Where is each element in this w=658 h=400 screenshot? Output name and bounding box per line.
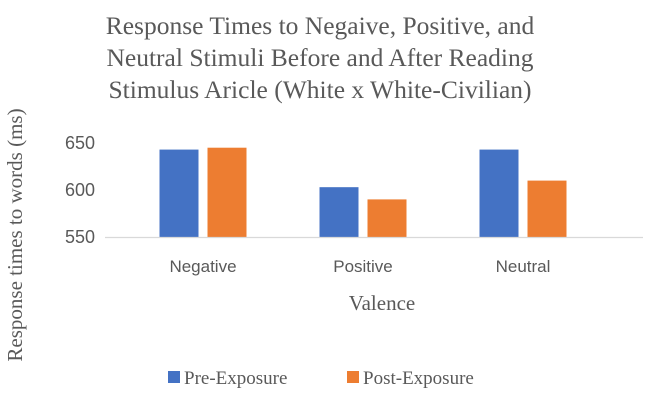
legend-label: Post-Exposure [363,368,474,389]
bar-post-exposure-neutral [527,180,567,237]
bar-pre-exposure-positive [319,187,359,237]
x-tick-label: Neutral [496,257,551,276]
y-tick-label: 550 [65,227,95,247]
chart-title-line-2: Neutral Stimuli Before and After Reading [106,43,533,72]
x-axis-label: Valence [349,291,415,315]
bar-post-exposure-negative [207,147,247,237]
legend-item: Post-Exposure [347,368,474,389]
chart-title: Response Times to Negaive, Positive, and… [106,11,535,104]
y-axis-label: Response times to words (ms) [3,108,27,361]
chart-title-line-1: Response Times to Negaive, Positive, and [106,11,535,40]
legend-swatch [168,371,180,383]
legend: Pre-Exposure Post-Exposure [168,368,474,389]
x-axis-categories: Negative Positive Neutral [169,257,550,276]
x-tick-label: Positive [333,257,393,276]
legend-swatch [347,371,359,383]
y-tick-label: 650 [65,133,95,153]
legend-item: Pre-Exposure [168,368,287,389]
chart-title-line-3: Stimulus Aricle (White x White-Civilian) [108,75,531,104]
y-axis-ticks: 550 600 650 [65,133,95,247]
x-tick-label: Negative [169,257,236,276]
bars [159,147,567,237]
y-tick-label: 600 [65,180,95,200]
bar-pre-exposure-negative [159,149,199,237]
bar-pre-exposure-neutral [479,149,519,237]
bar-post-exposure-positive [367,199,407,237]
legend-label: Pre-Exposure [184,368,287,389]
